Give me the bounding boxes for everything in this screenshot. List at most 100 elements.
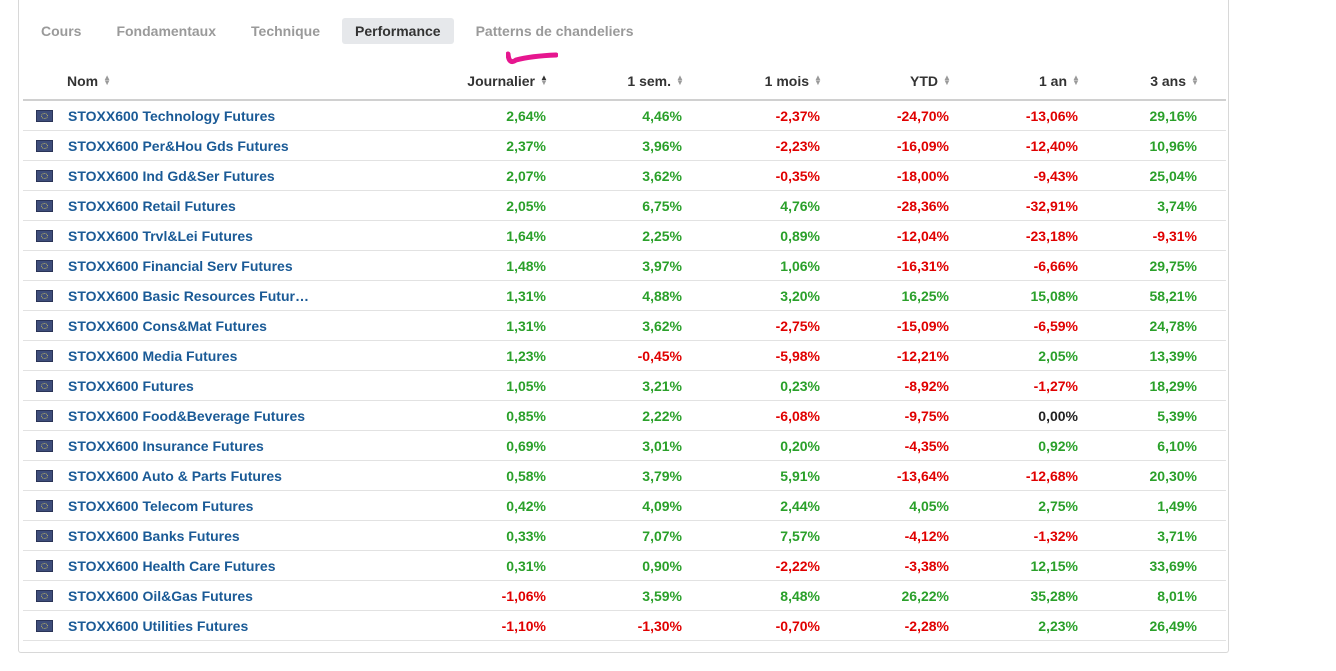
sort-icon: ▲ ▼ bbox=[814, 73, 822, 87]
value-1-mois: 7,57% bbox=[682, 520, 820, 551]
instrument-link[interactable]: STOXX600 Ind Gd&Ser Futures bbox=[68, 167, 275, 184]
value-ytd: -28,36% bbox=[820, 190, 949, 221]
value-1-mois: 4,76% bbox=[682, 190, 820, 221]
eu-flag-icon bbox=[36, 619, 53, 632]
tab-technique[interactable]: Technique bbox=[251, 23, 320, 39]
instrument-link[interactable]: STOXX600 Auto & Parts Futures bbox=[68, 467, 282, 484]
sort-icon: ▲ ▼ bbox=[676, 73, 684, 87]
eu-flag-icon bbox=[36, 529, 53, 542]
value-1-mois: -6,08% bbox=[682, 400, 820, 431]
instrument-link[interactable]: STOXX600 Retail Futures bbox=[68, 197, 236, 214]
value-3-ans: 3,74% bbox=[1078, 190, 1197, 221]
instrument-link[interactable]: STOXX600 Futures bbox=[68, 377, 194, 394]
instrument-link[interactable]: STOXX600 Utilities Futures bbox=[68, 617, 249, 634]
sort-icon: ▲ ▼ bbox=[1072, 73, 1080, 87]
table-row: STOXX600 Oil&Gas Futures -1,06% 3,59% 8,48%… bbox=[23, 580, 1226, 611]
value-3-ans: 29,75% bbox=[1078, 250, 1197, 281]
eu-flag-icon bbox=[36, 439, 53, 452]
value-1-an: -6,66% bbox=[949, 250, 1078, 281]
value-journalier: -1,06% bbox=[383, 580, 546, 611]
instrument-link[interactable]: STOXX600 Cons&Mat Futures bbox=[68, 317, 267, 334]
sort-icon: ▲ ▼ bbox=[540, 73, 548, 87]
instrument-cell: STOXX600 Technology Futures bbox=[23, 100, 383, 131]
eu-flag-icon bbox=[36, 589, 53, 602]
value-ytd: -24,70% bbox=[820, 100, 949, 131]
value-1-sem: 4,88% bbox=[546, 280, 682, 311]
value-1-sem: 3,59% bbox=[546, 580, 682, 611]
instrument-cell: STOXX600 Futures bbox=[23, 370, 383, 401]
value-1-an: 0,92% bbox=[949, 430, 1078, 461]
value-1-an: 15,08% bbox=[949, 280, 1078, 311]
table-header-row: Nom ▲ ▼ Journalier ▲ ▼ 1 sem. ▲ ▼ 1 mois ▲ ▼ YTD… bbox=[23, 63, 1226, 101]
value-journalier: 1,23% bbox=[383, 340, 546, 371]
tab-cours[interactable]: Cours bbox=[41, 23, 82, 39]
instrument-cell: STOXX600 Basic Resources Futur… bbox=[23, 280, 383, 311]
value-ytd: -18,00% bbox=[820, 160, 949, 191]
value-1-sem: 4,46% bbox=[546, 100, 682, 131]
value-ytd: -16,31% bbox=[820, 250, 949, 281]
value-journalier: 2,37% bbox=[383, 130, 546, 161]
value-journalier: 0,42% bbox=[383, 490, 546, 521]
instrument-link[interactable]: STOXX600 Food&Beverage Futures bbox=[68, 407, 306, 424]
value-1-mois: -0,35% bbox=[682, 160, 820, 191]
value-3-ans: 18,29% bbox=[1078, 370, 1197, 401]
value-ytd: 26,22% bbox=[820, 580, 949, 611]
tab-fondamentaux[interactable]: Fondamentaux bbox=[116, 23, 217, 39]
value-1-sem: 3,97% bbox=[546, 250, 682, 281]
table-row: STOXX600 Health Care Futures 0,31% 0,90% -2… bbox=[23, 550, 1226, 581]
value-journalier: 0,85% bbox=[383, 400, 546, 431]
instrument-link[interactable]: STOXX600 Per&Hou Gds Futures bbox=[68, 137, 289, 154]
value-journalier: 0,31% bbox=[383, 550, 546, 581]
row-spacer bbox=[1197, 520, 1226, 551]
column-header-journalier[interactable]: Journalier ▲ ▼ bbox=[383, 63, 548, 101]
value-1-sem: 4,09% bbox=[546, 490, 682, 521]
instrument-link[interactable]: STOXX600 Financial Serv Futures bbox=[68, 257, 293, 274]
instrument-link[interactable]: STOXX600 Insurance Futures bbox=[68, 437, 264, 454]
value-ytd: -9,75% bbox=[820, 400, 949, 431]
tab-patterns-chandeliers[interactable]: Patterns de chandeliers bbox=[475, 23, 634, 39]
value-journalier: 1,31% bbox=[383, 310, 546, 341]
row-spacer bbox=[1197, 220, 1226, 251]
value-1-an: -6,59% bbox=[949, 310, 1078, 341]
table-row: STOXX600 Retail Futures 2,05% 6,75% 4,76% -2… bbox=[23, 190, 1226, 221]
instrument-cell: STOXX600 Banks Futures bbox=[23, 520, 383, 551]
instrument-link[interactable]: STOXX600 Banks Futures bbox=[68, 527, 240, 544]
value-1-mois: 0,89% bbox=[682, 220, 820, 251]
eu-flag-icon bbox=[36, 229, 53, 242]
sort-icon: ▲ ▼ bbox=[103, 73, 112, 87]
instrument-link[interactable]: STOXX600 Trvl&Lei Futures bbox=[68, 227, 253, 244]
value-journalier: 1,05% bbox=[383, 370, 546, 401]
eu-flag-icon bbox=[36, 139, 53, 152]
value-1-mois: 1,06% bbox=[682, 250, 820, 281]
instrument-link[interactable]: STOXX600 Oil&Gas Futures bbox=[68, 587, 253, 604]
value-1-mois: -0,70% bbox=[682, 610, 820, 641]
instrument-link[interactable]: STOXX600 Basic Resources Futur… bbox=[68, 287, 309, 304]
value-journalier: 2,07% bbox=[383, 160, 546, 191]
instrument-link[interactable]: STOXX600 Technology Futures bbox=[68, 107, 276, 124]
table-row: STOXX600 Technology Futures 2,64% 4,46% -2,… bbox=[23, 100, 1226, 131]
table-row: STOXX600 Cons&Mat Futures 1,31% 3,62% -2,75… bbox=[23, 310, 1226, 341]
eu-flag-icon bbox=[36, 559, 53, 572]
row-spacer bbox=[1197, 400, 1226, 431]
column-header-ytd[interactable]: YTD ▲ ▼ bbox=[820, 63, 951, 101]
value-journalier: 1,31% bbox=[383, 280, 546, 311]
row-spacer bbox=[1197, 460, 1226, 491]
column-header-1-sem[interactable]: 1 sem. ▲ ▼ bbox=[546, 63, 684, 101]
instrument-cell: STOXX600 Media Futures bbox=[23, 340, 383, 371]
column-header-1-an[interactable]: 1 an ▲ ▼ bbox=[949, 63, 1080, 101]
column-header-3-ans[interactable]: 3 ans ▲ ▼ bbox=[1078, 63, 1199, 101]
value-ytd: -4,35% bbox=[820, 430, 949, 461]
value-ytd: -3,38% bbox=[820, 550, 949, 581]
instrument-link[interactable]: STOXX600 Media Futures bbox=[68, 347, 238, 364]
table-row: STOXX600 Banks Futures 0,33% 7,07% 7,57% -4,… bbox=[23, 520, 1226, 551]
column-header-1-mois[interactable]: 1 mois ▲ ▼ bbox=[682, 63, 822, 101]
value-1-an: -1,27% bbox=[949, 370, 1078, 401]
instrument-link[interactable]: STOXX600 Telecom Futures bbox=[68, 497, 254, 514]
value-3-ans: 5,39% bbox=[1078, 400, 1197, 431]
instrument-link[interactable]: STOXX600 Health Care Futures bbox=[68, 557, 276, 574]
eu-flag-icon bbox=[36, 109, 53, 122]
instrument-cell: STOXX600 Food&Beverage Futures bbox=[23, 400, 383, 431]
tab-performance[interactable]: Performance bbox=[342, 18, 454, 44]
table-row: STOXX600 Futures 1,05% 3,21% 0,23% -8,92% -1,… bbox=[23, 370, 1226, 401]
column-header-nom[interactable]: Nom ▲ ▼ bbox=[23, 63, 383, 101]
